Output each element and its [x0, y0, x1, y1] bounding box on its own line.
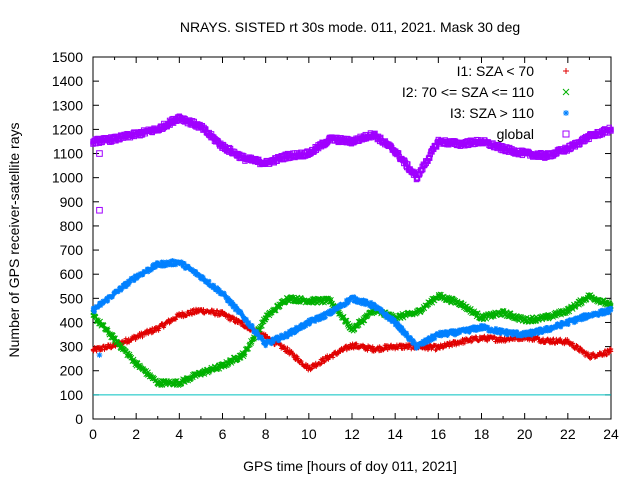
- y-tick-label: 700: [60, 242, 84, 258]
- x-tick-label: 20: [517, 426, 533, 442]
- y-tick-label: 500: [60, 290, 84, 306]
- legend-marker: [563, 68, 569, 74]
- x-tick-label: 0: [89, 426, 97, 442]
- outlier-point: [97, 352, 103, 358]
- series-layer: [91, 114, 613, 388]
- series-4: [91, 114, 613, 182]
- outlier-point: [97, 207, 103, 213]
- y-tick-label: 300: [60, 339, 84, 355]
- legend-label: I2: 70 <= SZA <= 110: [402, 84, 534, 100]
- x-tick-label: 16: [431, 426, 447, 442]
- x-tick-label: 2: [132, 426, 140, 442]
- y-tick-label: 600: [60, 266, 84, 282]
- y-tick-label: 400: [60, 314, 84, 330]
- x-tick-label: 24: [603, 426, 619, 442]
- data-point-noise: [609, 306, 613, 310]
- y-tick-label: 1400: [52, 73, 83, 89]
- legend-label: I1: SZA < 70: [457, 63, 535, 79]
- x-axis-label: GPS time [hours of doy 011, 2021]: [243, 458, 457, 474]
- y-tick-label: 1100: [53, 146, 83, 162]
- series-1: [91, 307, 613, 373]
- x-tick-label: 14: [387, 426, 403, 442]
- x-tick-label: 4: [175, 426, 183, 442]
- x-tick-label: 12: [344, 426, 360, 442]
- legend-marker: [563, 89, 569, 95]
- x-tick-label: 8: [262, 426, 270, 442]
- y-tick-label: 900: [60, 194, 84, 210]
- y-tick-label: 200: [60, 363, 84, 379]
- x-tick-label: 6: [219, 426, 227, 442]
- y-tick-label: 1200: [52, 121, 83, 137]
- y-tick-label: 100: [60, 387, 84, 403]
- legend-marker: [563, 131, 569, 137]
- legend: I1: SZA < 70 I2: 70 <= SZA <= 110 I3: SZA …: [402, 63, 569, 142]
- x-tick-label: 22: [560, 426, 576, 442]
- legend-marker: [563, 110, 569, 116]
- legend-label: I3: SZA > 110: [450, 105, 534, 121]
- data-point-noise: [566, 323, 570, 327]
- y-tick-label: 0: [75, 411, 83, 427]
- x-tick-label: 10: [301, 426, 317, 442]
- y-axis-label: Number of GPS receiver-satellite rays: [6, 123, 22, 358]
- data-point-noise: [606, 311, 610, 315]
- y-tick-label: 1500: [52, 49, 83, 65]
- y-tick-label: 1000: [52, 170, 83, 186]
- legend-label: global: [497, 126, 534, 142]
- data-point-noise: [207, 279, 211, 283]
- chart-title: NRAYS. SISTED rt 30s mode. 011, 2021. Ma…: [180, 19, 520, 35]
- y-tick-label: 1300: [52, 97, 83, 113]
- y-tick-label: 800: [60, 218, 84, 234]
- x-tick-label: 18: [474, 426, 490, 442]
